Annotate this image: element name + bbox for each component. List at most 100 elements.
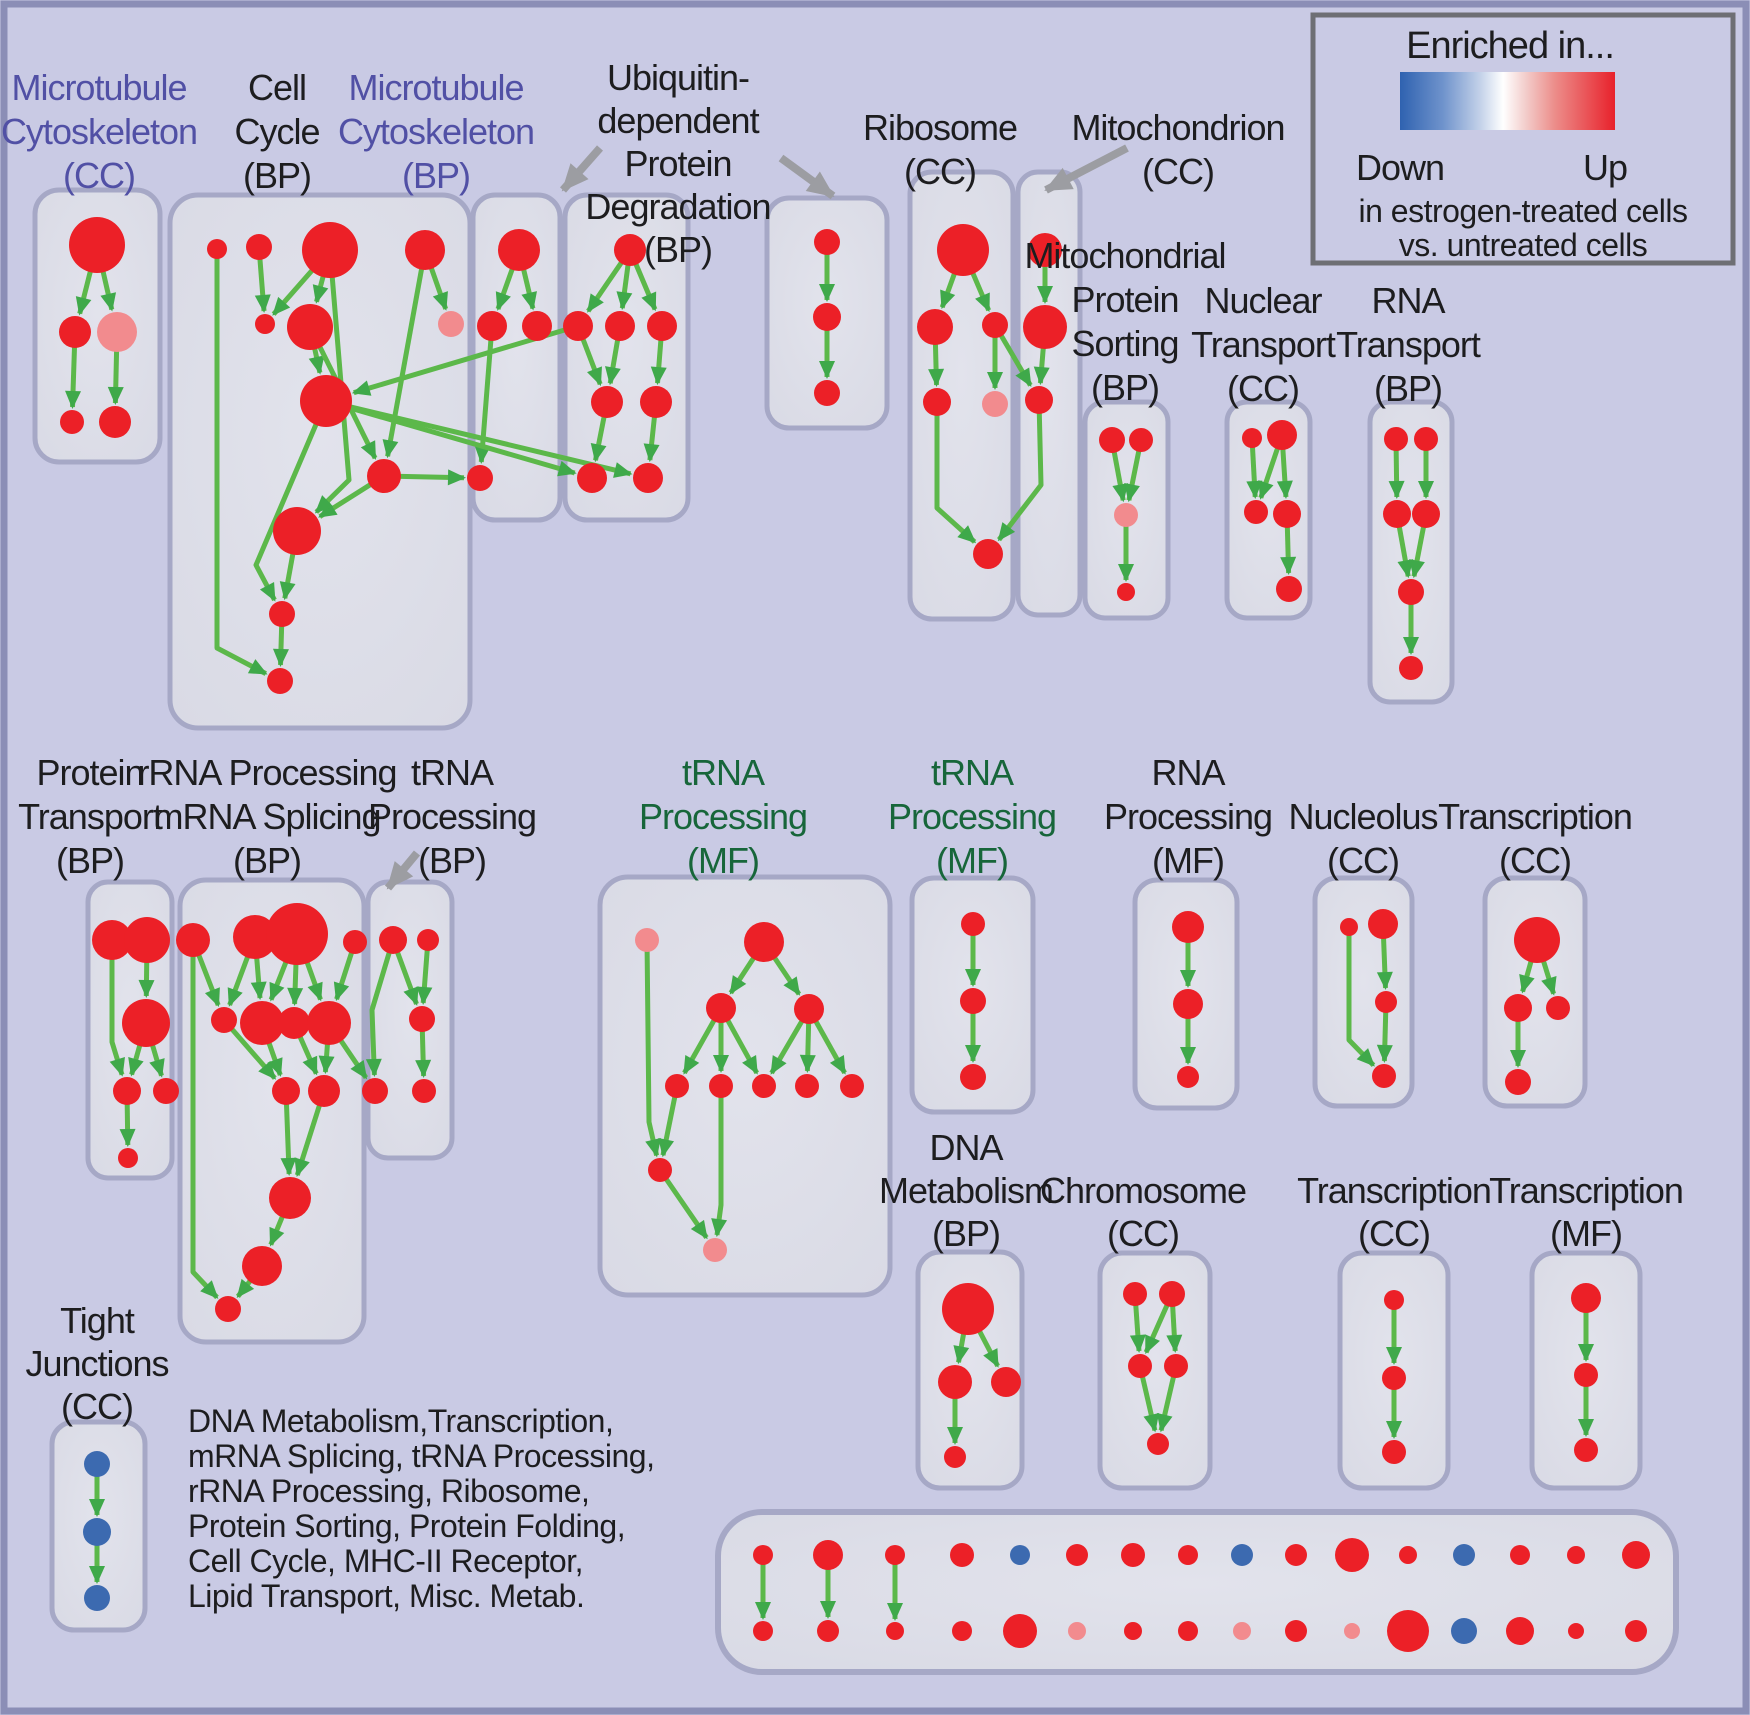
cc-node-8	[367, 459, 401, 493]
misc-node-top-14	[1567, 1546, 1585, 1564]
ua-node-3	[647, 311, 677, 341]
misc-node-bottom-13	[1506, 1617, 1534, 1645]
trmf1-node-9	[648, 1158, 672, 1182]
misc-description-line-3: Protein Sorting, Protein Folding,	[188, 1508, 625, 1544]
trmf2-label: tRNA Processing (MF)	[888, 752, 1056, 881]
trmf1-node-3	[794, 994, 824, 1024]
cc-node-2	[302, 222, 358, 278]
ua-node-7	[633, 463, 663, 493]
tcc2-node-1	[1504, 994, 1532, 1022]
tcc3-label-line-0: Transcription	[1297, 1170, 1491, 1211]
ub-node-0	[814, 229, 840, 255]
trmf1-node-4	[665, 1074, 689, 1098]
cluster-box-ua	[562, 192, 691, 523]
trmf2-node-0	[961, 912, 985, 936]
mps-label-line-0: Mitochondrial	[1024, 235, 1225, 276]
legend-up-label: Up	[1583, 147, 1627, 188]
misc-node-top-9	[1285, 1544, 1307, 1566]
mps-label-line-3: (BP)	[1091, 367, 1159, 408]
rrna-node-4	[211, 1007, 237, 1033]
cc-node-5	[287, 304, 333, 350]
tcc2-label-line-0: Transcription	[1438, 796, 1632, 837]
nt-label-line-1: Transport	[1191, 324, 1336, 365]
misc-description-line-2: rRNA Processing, Ribosome,	[188, 1473, 589, 1509]
mito-arrow	[1044, 144, 1129, 194]
misc-node-top-5	[1066, 1544, 1088, 1566]
trbp-node-2	[409, 1006, 435, 1032]
nuc-edge-2	[1346, 927, 1376, 1067]
legend-title: Enriched in...	[1406, 25, 1614, 67]
rt-label-line-2: (BP)	[1374, 368, 1442, 409]
misc-node-bottom-6	[1124, 1622, 1142, 1640]
rpmf-node-2	[1177, 1066, 1199, 1088]
pt-label-line-1: Transport	[18, 796, 163, 837]
mtbp-node-1	[477, 311, 507, 341]
pt-node-1	[124, 917, 170, 963]
mtbp-label-line-1: Cytoskeleton	[338, 111, 534, 152]
misc-node-top-12	[1453, 1544, 1475, 1566]
trmf1-node-8	[840, 1074, 864, 1098]
rrna-node-2	[266, 903, 328, 965]
misc-node-bottom-0	[753, 1621, 773, 1641]
cc-node-9	[273, 507, 321, 555]
pt-label-line-0: Protein	[36, 752, 143, 793]
rt-node-2	[1383, 500, 1411, 528]
ub-node-1	[813, 303, 841, 331]
mtcc-node-0	[69, 217, 125, 273]
rrna-label-line-0: rRNA Processing	[137, 752, 396, 793]
ubiq-label-line-4: (BP)	[644, 229, 712, 270]
pt-node-2	[122, 999, 170, 1047]
rt-node-1	[1414, 427, 1438, 451]
trbp-node-4	[412, 1079, 436, 1103]
mtbp-label-line-2: (BP)	[402, 155, 470, 196]
tj-label: Tight Junctions (CC)	[25, 1300, 168, 1427]
tcc2-node-2	[1546, 996, 1570, 1020]
misc-node-bottom-8	[1233, 1622, 1251, 1640]
rrna-node-5	[240, 1001, 284, 1045]
trmf1-label-line-0: tRNA	[682, 752, 765, 793]
trmf1-node-10	[703, 1238, 727, 1262]
mito-label: Mitochondrion (CC)	[1071, 107, 1284, 192]
chr-label-line-1: (CC)	[1107, 1213, 1179, 1254]
cc-node-0	[207, 239, 227, 259]
tcc3-label: Transcription (CC)	[1297, 1170, 1491, 1254]
nuc-label: Nucleolus (CC)	[1288, 796, 1437, 881]
trmf1-label: tRNA Processing (MF)	[639, 752, 807, 881]
chr-node-0	[1123, 1282, 1147, 1306]
nuc-node-0	[1340, 918, 1358, 936]
ubiq-label: Ubiquitin-dependent Protein Degradation (BP…	[585, 57, 770, 270]
misc-node-bottom-11	[1387, 1610, 1429, 1652]
mps-label-line-2: Sorting	[1071, 323, 1178, 364]
nt-node-0	[1242, 428, 1262, 448]
misc-node-top-10	[1335, 1538, 1369, 1572]
nuc-node-3	[1372, 1064, 1396, 1088]
ua-node-1	[563, 311, 593, 341]
rib-edge-4	[934, 402, 977, 544]
rpmf-label-line-2: (MF)	[1152, 840, 1224, 881]
tj-node-1	[83, 1518, 111, 1546]
nt-node-2	[1244, 500, 1268, 524]
pt-node-5	[118, 1148, 138, 1168]
nuc-node-1	[1368, 909, 1398, 939]
legend-subtitle-line1: in estrogen-treated cells	[1358, 193, 1687, 229]
tmf3-label: Transcription (MF)	[1489, 1170, 1683, 1254]
nt-label-line-2: (CC)	[1227, 368, 1299, 409]
ua-node-5	[640, 386, 672, 418]
nuc-node-2	[1375, 991, 1397, 1013]
rrna-node-8	[272, 1077, 300, 1105]
rrna-node-7	[307, 1001, 351, 1045]
dm-label-line-0: DNA	[929, 1127, 1003, 1168]
tcc2-label-line-1: (CC)	[1499, 840, 1571, 881]
misc-node-top-0	[753, 1545, 773, 1565]
trmf2-label-line-2: (MF)	[936, 840, 1008, 881]
dm-label: DNA Metabolism (BP)	[879, 1127, 1053, 1254]
tj-node-2	[84, 1585, 110, 1611]
misc-node-bottom-14	[1568, 1623, 1584, 1639]
tmf3-label-line-1: (MF)	[1550, 1213, 1622, 1254]
misc-node-top-1	[813, 1540, 843, 1570]
rrna-node-6	[278, 1007, 310, 1039]
pt-label: Protein Transport (BP)	[18, 752, 163, 881]
tmf3-node-2	[1574, 1438, 1598, 1462]
rrna-edge-15	[190, 940, 219, 1300]
